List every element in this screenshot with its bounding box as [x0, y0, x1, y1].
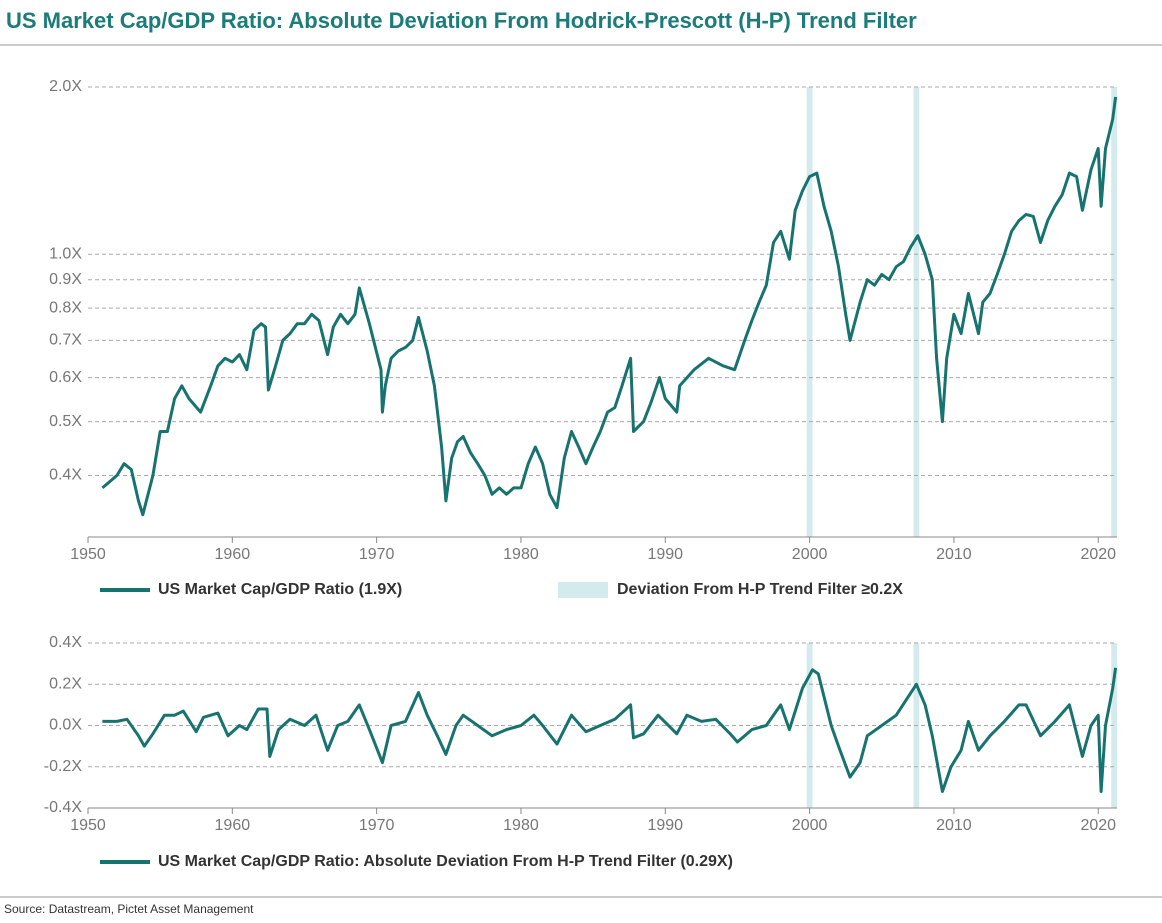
x-tick-label: 1960	[215, 546, 251, 563]
x-tick-label: 2000	[792, 817, 828, 834]
source-note: Source: Datastream, Pictet Asset Managem…	[4, 902, 254, 916]
y-tick-label: 0.4X	[49, 467, 82, 484]
y-tick-label: 0.8X	[49, 299, 82, 316]
x-tick-label: 1990	[647, 546, 683, 563]
y-tick-label: 2.0X	[49, 78, 82, 95]
legend-label: US Market Cap/GDP Ratio (1.9X)	[158, 581, 402, 598]
legend-label: Deviation From H-P Trend Filter ≥0.2X	[617, 581, 903, 598]
x-tick-label: 1950	[70, 817, 106, 834]
x-tick-label: 1970	[359, 817, 395, 834]
x-tick-label: 1950	[70, 546, 106, 563]
x-tick-label: 2020	[1080, 546, 1116, 563]
shaded-region	[913, 87, 920, 537]
y-tick-label: 0.7X	[49, 332, 82, 349]
x-tick-label: 2010	[936, 817, 972, 834]
shaded-region	[1111, 87, 1117, 537]
x-tick-label: 1970	[359, 546, 395, 563]
x-tick-label: 1980	[503, 546, 539, 563]
x-tick-label: 2010	[936, 546, 972, 563]
x-tick-label: 1990	[647, 817, 683, 834]
data-line	[102, 667, 1118, 793]
y-tick-label: 0.9X	[49, 271, 82, 288]
y-tick-label: 0.2X	[49, 675, 82, 692]
data-line	[101, 96, 1118, 517]
x-tick-label: 2000	[792, 546, 828, 563]
shaded-region	[806, 87, 813, 537]
page-title: US Market Cap/GDP Ratio: Absolute Deviat…	[6, 8, 917, 33]
y-tick-label: -0.2X	[44, 758, 83, 775]
y-tick-label: -0.4X	[44, 799, 83, 816]
legend-swatch	[558, 582, 608, 598]
x-tick-label: 1960	[215, 817, 251, 834]
y-tick-label: 1.0X	[49, 246, 82, 263]
shaded-region	[1111, 643, 1117, 808]
y-tick-label: 0.5X	[49, 413, 82, 430]
legend-label: US Market Cap/GDP Ratio: Absolute Deviat…	[158, 853, 733, 870]
y-tick-label: 0.6X	[49, 369, 82, 386]
x-tick-label: 2020	[1080, 817, 1116, 834]
y-tick-label: 0.0X	[49, 717, 82, 734]
x-tick-label: 1980	[503, 817, 539, 834]
y-tick-label: 0.4X	[49, 634, 82, 651]
